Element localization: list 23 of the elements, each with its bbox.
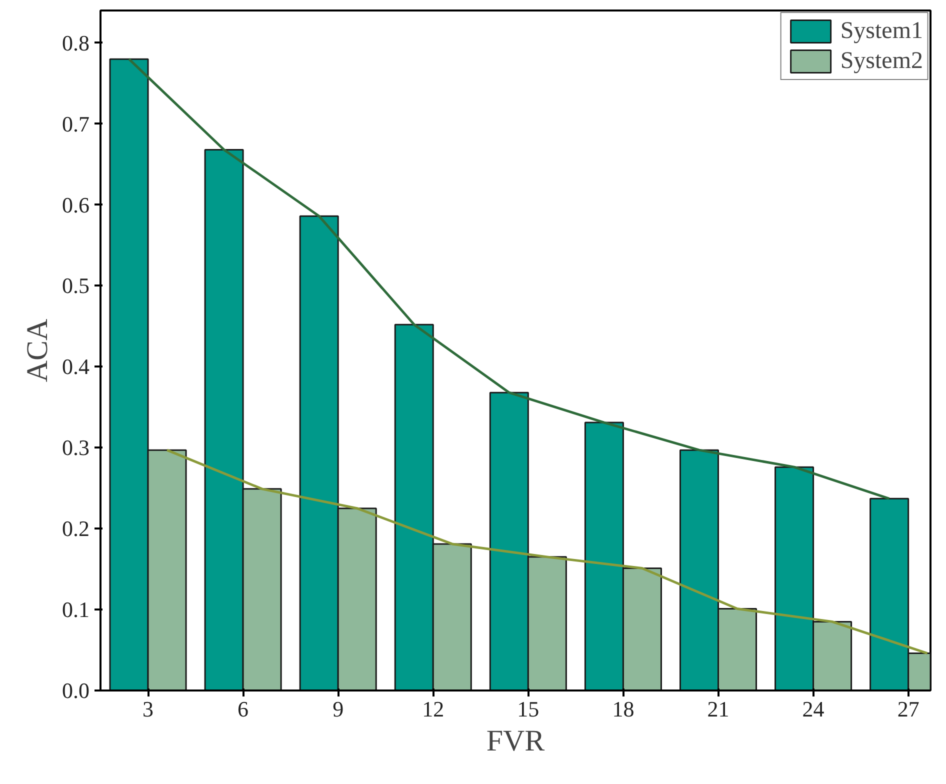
x-tick-label: 18 xyxy=(612,696,634,722)
y-tick-label: 0.0 xyxy=(62,678,90,703)
x-tick-label: 15 xyxy=(517,696,540,722)
y-tick-label: 0.5 xyxy=(62,273,90,298)
line-series xyxy=(166,448,929,655)
x-tick-label: 6 xyxy=(238,696,249,722)
x-tick-label: 9 xyxy=(332,696,344,722)
legend-label: System2 xyxy=(840,48,923,74)
legend-label: System1 xyxy=(840,18,923,44)
y-tick-label: 0.6 xyxy=(62,192,90,218)
x-axis-title: FVR xyxy=(486,724,545,758)
x-tick-label: 24 xyxy=(802,696,824,722)
x-tick-label: 3 xyxy=(142,696,154,722)
y-tick-label: 0.2 xyxy=(62,516,90,542)
y-tick-label: 0.7 xyxy=(62,111,90,136)
y-tick-label: 0.4 xyxy=(62,354,90,380)
x-tick-label: 21 xyxy=(707,696,730,722)
y-tick-label: 0.3 xyxy=(62,435,90,460)
x-tick-label: 27 xyxy=(897,696,920,722)
y-axis-title: ACA xyxy=(21,318,54,382)
y-tick-label: 0.1 xyxy=(62,597,90,622)
x-tick-label: 12 xyxy=(422,696,444,722)
y-tick-label: 0.8 xyxy=(62,30,90,56)
